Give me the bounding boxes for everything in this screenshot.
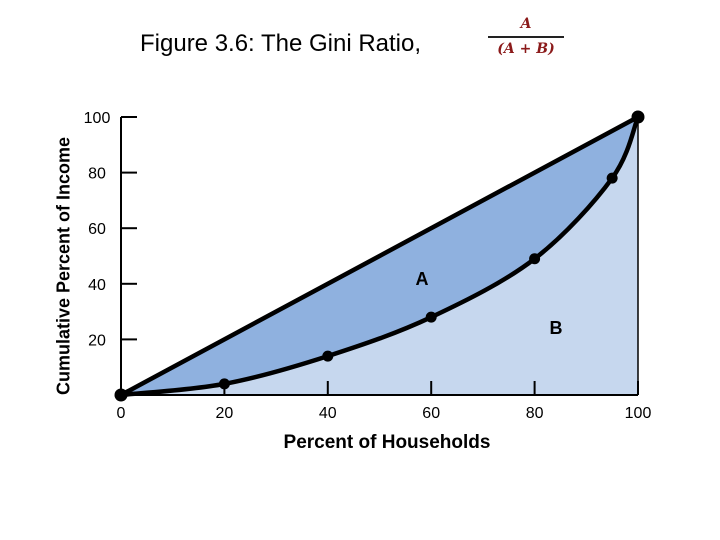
gini-formula: A (A + B) [488, 16, 564, 57]
lorenz-point-60 [425, 311, 437, 323]
x-tick-label-100: 100 [625, 405, 652, 422]
formula-fraction-bar [488, 36, 564, 38]
chart-title: Figure 3.6: The Gini Ratio, [140, 30, 422, 57]
x-tick-label-40: 40 [319, 405, 337, 422]
y-tick-label-40: 40 [88, 277, 106, 294]
y-tick-label-20: 20 [88, 332, 106, 349]
region-label-a: A [416, 269, 429, 289]
y-tick-label-80: 80 [88, 166, 106, 183]
lorenz-point-95 [606, 172, 618, 184]
y-tick-label-100: 100 [84, 110, 111, 127]
lorenz-point-100 [631, 110, 645, 124]
region-label-b: B [550, 318, 563, 338]
y-tick-label-60: 60 [88, 221, 106, 238]
x-tick-label-20: 20 [216, 405, 234, 422]
equality-line [118, 114, 641, 398]
area-b [121, 117, 638, 395]
lorenz-point-20 [218, 378, 230, 390]
formula-denominator: (A + B) [497, 41, 555, 57]
x-tick-label-0: 0 [117, 405, 126, 422]
x-tick-label-80: 80 [526, 405, 544, 422]
x-axis-label: Percent of Households [283, 432, 491, 453]
lorenz-point-40 [322, 350, 334, 362]
lorenz-point-0 [114, 388, 128, 402]
formula-numerator: A [520, 16, 532, 32]
x-tick-label-60: 60 [422, 405, 440, 422]
lorenz-point-80 [529, 253, 541, 265]
